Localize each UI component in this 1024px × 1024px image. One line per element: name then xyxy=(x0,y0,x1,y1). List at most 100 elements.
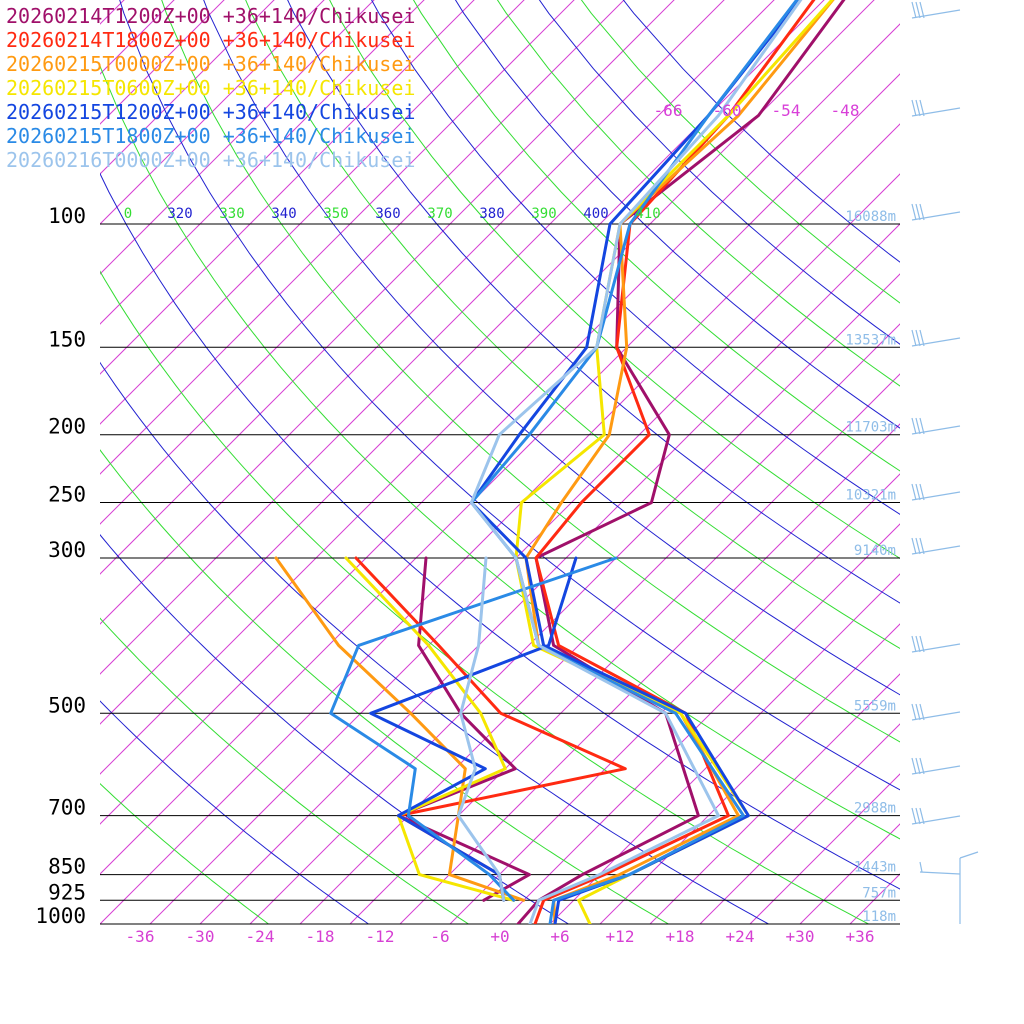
wind-barb-flag xyxy=(911,703,917,721)
pressure-label-925: 925 xyxy=(48,880,86,904)
wind-barb-icon xyxy=(911,329,961,347)
wind-barb-icon xyxy=(911,757,961,775)
theta-curve xyxy=(100,534,570,924)
wind-barb-flag xyxy=(919,807,925,825)
series-1-dewpoint-line xyxy=(396,556,531,902)
theta-curve xyxy=(454,0,900,429)
isotherm-line xyxy=(100,123,900,924)
wind-barb-flag xyxy=(915,417,921,435)
series-5-temperature-line xyxy=(469,0,802,924)
isotherm-line xyxy=(950,0,1024,924)
theta-label: 360 xyxy=(375,206,400,222)
height-label-700: 2988m xyxy=(854,801,896,817)
theta-curve xyxy=(329,0,900,559)
wind-barb-flag xyxy=(911,757,917,775)
wind-barb-flag xyxy=(915,1,921,19)
isotherm-top-label: -54 xyxy=(772,101,801,120)
legend-entry-3: 20260215T0000Z+00 +36+140/Chikusei xyxy=(6,52,415,76)
x-tick-label: +18 xyxy=(666,927,695,946)
wind-barb-flag xyxy=(915,757,921,775)
sounding-series xyxy=(274,0,846,924)
pressure-label-850: 850 xyxy=(48,855,86,879)
surface-wind-barb-icon xyxy=(919,851,979,924)
wind-barb-flag xyxy=(919,203,925,221)
theta-label: 320 xyxy=(167,206,192,222)
legend-entry-5: 20260215T1200Z+00 +36+140/Chikusei xyxy=(6,100,415,124)
isotherm-line xyxy=(799,823,900,924)
wind-barb-icon xyxy=(911,203,961,221)
wind-barb-icon xyxy=(911,703,961,721)
wind-barb-flag xyxy=(911,417,917,435)
series-3-temperature-line xyxy=(524,0,835,924)
legend-entry-2: 20260214T1800Z+00 +36+140/Chikusei xyxy=(6,28,415,52)
wind-barb-flag xyxy=(919,635,925,653)
pressure-label-700: 700 xyxy=(48,796,86,820)
wind-barb-flag xyxy=(915,203,921,221)
wind-barb-flag xyxy=(915,635,921,653)
isobar-lines xyxy=(100,223,900,925)
theta-label: 340 xyxy=(271,206,296,222)
wind-barb-flag xyxy=(959,851,979,859)
theta-label: 400 xyxy=(583,206,608,222)
wind-barb-flag xyxy=(911,483,917,501)
theta-curve xyxy=(100,700,370,924)
wind-barb-flag xyxy=(915,537,921,555)
x-tick-label: -36 xyxy=(126,927,155,946)
x-tick-label: -12 xyxy=(366,927,395,946)
wind-barb-flag xyxy=(915,807,921,825)
wind-barb-flag xyxy=(919,99,925,117)
theta-curve xyxy=(100,361,770,924)
isotherm-line xyxy=(100,0,675,575)
wind-barb-icon xyxy=(911,99,961,117)
wind-barb-flag xyxy=(911,537,917,555)
wind-barb-flag xyxy=(911,329,917,347)
x-tick-label: +0 xyxy=(490,927,509,946)
isotherm-line xyxy=(100,23,900,825)
wind-barb-flag xyxy=(911,99,917,117)
theta-label: 350 xyxy=(323,206,348,222)
x-tick-label: +30 xyxy=(786,927,815,946)
wind-barb-icon xyxy=(911,483,961,501)
isotherm-line xyxy=(349,373,900,924)
isotherm-line xyxy=(100,0,625,525)
pressure-label-500: 500 xyxy=(48,693,86,717)
isotherm-line xyxy=(149,173,900,924)
series-6-dewpoint-line xyxy=(329,556,618,902)
wind-barb-flag xyxy=(919,861,923,873)
theta-label: 390 xyxy=(531,206,556,222)
height-label-100: 16088m xyxy=(845,209,896,225)
theta-curve xyxy=(287,0,900,604)
wind-barb-flag xyxy=(919,417,925,435)
isotherm-line xyxy=(549,573,900,924)
series-4-dewpoint-line xyxy=(344,556,516,902)
x-tick-label: -18 xyxy=(306,927,335,946)
x-tick-label: -24 xyxy=(246,927,275,946)
isotherm-line xyxy=(499,523,900,924)
wind-barb-flag xyxy=(915,99,921,117)
wind-barb-flag xyxy=(919,483,925,501)
series-1-temperature-line xyxy=(516,0,846,924)
theta-curve xyxy=(119,0,900,791)
theta-label: 0 xyxy=(124,206,132,222)
theta-curve xyxy=(100,617,470,924)
wind-barb-flag xyxy=(919,1,925,19)
theta-label: 410 xyxy=(635,206,660,222)
legend-entry-6: 20260215T1800Z+00 +36+140/Chikusei xyxy=(6,124,415,148)
isotherm-line xyxy=(599,623,900,924)
pressure-label-100: 100 xyxy=(48,204,86,228)
x-tick-label: +36 xyxy=(846,927,875,946)
isotherm-line xyxy=(100,73,900,875)
series-4-temperature-line xyxy=(514,0,834,924)
wind-barb-icon xyxy=(911,635,961,653)
isotherm-line xyxy=(100,0,775,675)
isotherm-line xyxy=(899,923,900,924)
wind-barb-flag xyxy=(919,757,925,775)
x-tick-label: +6 xyxy=(550,927,569,946)
wind-barb-icon xyxy=(911,417,961,435)
isotherm-top-label: -66 xyxy=(654,101,683,120)
legend-entry-1: 20260214T1200Z+00 +36+140/Chikusei xyxy=(6,4,415,28)
isotherm-line xyxy=(100,0,475,375)
legend-entry-4: 20260215T0600Z+00 +36+140/Chikusei xyxy=(6,76,415,100)
wind-barb-icon xyxy=(911,537,961,555)
isotherm-line xyxy=(1000,0,1024,924)
